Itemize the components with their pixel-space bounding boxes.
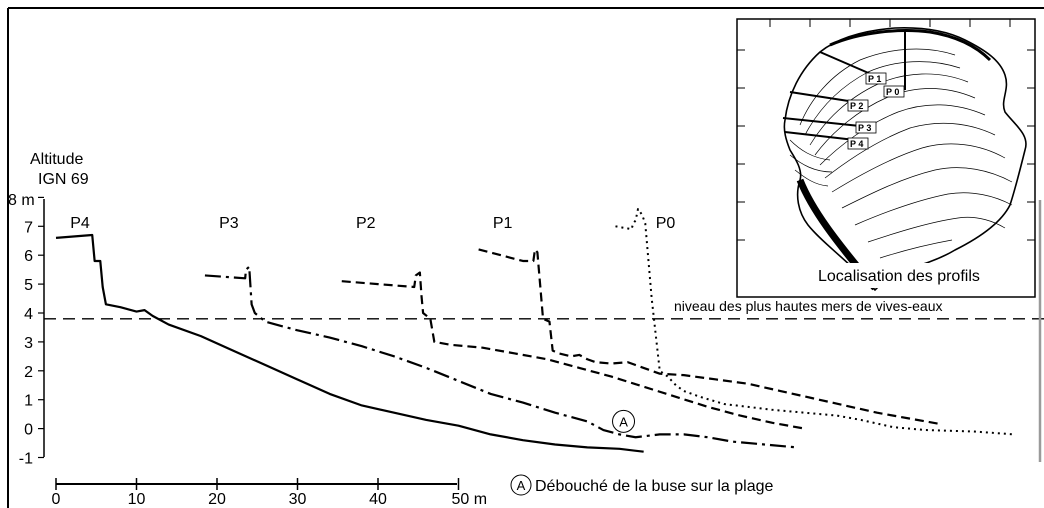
inset-coast-band-top xyxy=(829,29,992,62)
y-ticks: -1 0 1 2 3 4 5 6 7 xyxy=(19,196,44,468)
series-label-p1: P1 xyxy=(493,215,513,232)
y-top-tick-label: 8 m xyxy=(8,192,35,209)
inset-label-p1: P 1 xyxy=(868,74,881,84)
inset-caption-box xyxy=(810,263,1032,288)
inset-profile-label-boxes xyxy=(847,72,905,150)
scale-bar-tick-label: 10 xyxy=(128,491,146,508)
series-layer xyxy=(55,207,1015,453)
y-tick-label: 3 xyxy=(24,335,33,352)
series-label-p2: P2 xyxy=(356,215,376,232)
series-label-p4: P4 xyxy=(70,215,90,232)
y-axis-title-line1: Altitude xyxy=(30,151,83,168)
scale-bar-tick-label: 0 xyxy=(52,491,61,508)
y-axis-title-line2: IGN 69 xyxy=(38,171,89,188)
y-tick-label: -1 xyxy=(19,451,33,468)
inset-coastline xyxy=(783,27,1027,292)
inset-label-p0: P 0 xyxy=(886,87,899,97)
reference-line-label: niveau des plus hautes mers de vives-eau… xyxy=(674,298,942,314)
inset-frame xyxy=(736,18,1036,298)
legend-marker-letter: A xyxy=(517,478,526,493)
series-line-p3 xyxy=(204,265,797,449)
legend-marker-circle xyxy=(510,474,532,496)
annotation-marker-letter: A xyxy=(619,414,628,429)
y-tick-label: 7 xyxy=(24,219,33,236)
inset-label-p4: P 4 xyxy=(850,139,863,149)
inset-frame-ticks xyxy=(737,19,1035,241)
scale-bar-ticks: 0 10 20 30 40 50 m xyxy=(52,478,488,508)
series-label-p3: P3 xyxy=(219,215,239,232)
inset-map: P 1 P 0 P 2 P 3 P 4 Localisation des pro… xyxy=(736,18,1036,298)
scale-bar-tick-label: 20 xyxy=(208,491,226,508)
inset-label-p3: P 3 xyxy=(858,123,871,133)
annotation-marker-circle xyxy=(612,409,636,433)
y-tick-label: 4 xyxy=(24,306,33,323)
scale-bar-tick-label: 50 m xyxy=(452,491,488,508)
scale-bar-tick-label: 30 xyxy=(289,491,307,508)
series-label-p0: P0 xyxy=(656,215,676,232)
y-tick-label: 5 xyxy=(24,277,33,294)
y-tick-label: 1 xyxy=(24,393,33,410)
inset-caption: Localisation des profils xyxy=(818,268,980,285)
y-tick-label: 6 xyxy=(24,248,33,265)
y-tick-label: 2 xyxy=(24,364,33,381)
y-tick-label: 0 xyxy=(24,422,33,439)
legend-label: Débouché de la buse sur la plage xyxy=(535,478,773,495)
series-line-p4 xyxy=(55,233,644,453)
scale-bar-tick-label: 40 xyxy=(369,491,387,508)
series-line-p1 xyxy=(478,248,942,426)
series-line-p2 xyxy=(341,271,805,430)
inset-label-p2: P 2 xyxy=(850,101,863,111)
series-labels: P4 P3 P2 P1 P0 xyxy=(70,215,675,232)
